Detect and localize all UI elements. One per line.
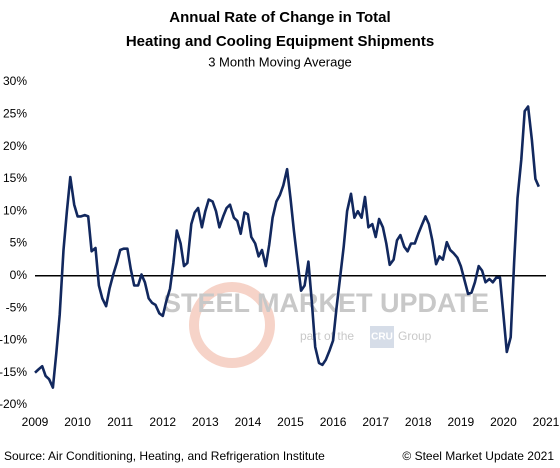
chart-title: Annual Rate of Change in Total bbox=[169, 9, 390, 26]
x-tick-label: 2021 bbox=[533, 415, 560, 429]
y-tick-label: -10% bbox=[0, 333, 27, 347]
y-tick-label: 25% bbox=[3, 106, 27, 120]
x-tick-label: 2012 bbox=[149, 415, 176, 429]
x-tick-label: 2019 bbox=[447, 415, 474, 429]
x-tick-label: 2013 bbox=[192, 415, 219, 429]
watermark-box bbox=[370, 326, 394, 348]
x-tick-label: 2020 bbox=[490, 415, 517, 429]
y-tick-label: 15% bbox=[3, 171, 27, 185]
x-tick-label: 2018 bbox=[405, 415, 432, 429]
y-tick-label: 20% bbox=[3, 139, 27, 153]
watermark: Group bbox=[398, 329, 432, 343]
line-series bbox=[34, 105, 540, 389]
y-tick-label: 0% bbox=[10, 268, 28, 282]
x-tick-label: 2015 bbox=[277, 415, 304, 429]
watermark: STEEL MARKET UPDATE bbox=[163, 288, 489, 318]
x-tick-label: 2010 bbox=[64, 415, 91, 429]
x-tick-label: 2014 bbox=[235, 415, 262, 429]
y-tick-label: 10% bbox=[3, 203, 27, 217]
x-tick-label: 2016 bbox=[320, 415, 347, 429]
watermark-logo bbox=[189, 282, 275, 368]
x-tick-label: 2011 bbox=[107, 415, 133, 429]
watermark: part of the bbox=[300, 329, 354, 343]
x-tick-label: 2017 bbox=[362, 415, 389, 429]
source: Source: Air Conditioning, Heating, and R… bbox=[4, 449, 325, 463]
y-tick-label: -5% bbox=[6, 300, 28, 314]
x-tick-label: 2009 bbox=[22, 415, 49, 429]
y-tick-label: 5% bbox=[10, 236, 28, 250]
watermark: CRU bbox=[371, 332, 393, 343]
y-tick-label: -20% bbox=[0, 397, 27, 411]
copyright: © Steel Market Update 2021 bbox=[402, 449, 554, 463]
y-tick-label: -15% bbox=[0, 365, 27, 379]
chart-subtitle: 3 Month Moving Average bbox=[208, 54, 352, 69]
y-tick-label: 30% bbox=[3, 74, 27, 88]
chart-title: Heating and Cooling Equipment Shipments bbox=[126, 33, 434, 50]
